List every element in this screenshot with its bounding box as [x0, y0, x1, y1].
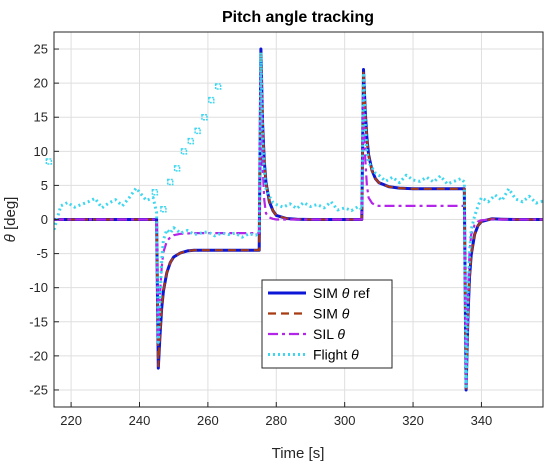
series-line-2: [54, 68, 543, 385]
y-tick-label: -15: [29, 314, 48, 329]
legend-label-prefix: SIM: [313, 285, 342, 301]
x-axis-label: Time [s]: [272, 445, 325, 462]
flight-outlier-point: [194, 127, 201, 135]
x-tick-label: 240: [129, 413, 151, 428]
y-tick-label: 0: [41, 212, 48, 227]
y-tick-label: -5: [36, 246, 48, 261]
y-tick-label: 15: [34, 110, 48, 125]
y-tick-label: 5: [41, 178, 48, 193]
flight-outlier-point: [187, 137, 195, 145]
legend-label-prefix: Flight: [313, 347, 351, 363]
series-layer: [54, 47, 543, 392]
flight-outlier-point: [180, 148, 188, 155]
legend-label-suffix: ref: [349, 285, 369, 301]
series-line-1: [54, 49, 543, 390]
x-tick-label: 300: [334, 413, 356, 428]
flight-outlier-points: [45, 83, 222, 213]
x-tick-label: 260: [197, 413, 219, 428]
flight-outlier-point: [167, 178, 174, 186]
x-tick-label: 320: [402, 413, 424, 428]
y-axis-label-unit: [deg]: [2, 197, 19, 235]
flight-outlier-point: [45, 158, 53, 165]
flight-outlier-point: [208, 96, 215, 104]
legend-label-prefix: SIL: [313, 326, 337, 342]
y-axis-label: θ [deg]: [2, 197, 19, 243]
y-axis-ticks: -25 -20 -15 -10 -5 0 5 10 15 20 25: [29, 42, 59, 397]
legend-label-2: SIL θ: [313, 326, 345, 342]
legend-label-prefix: SIM: [313, 306, 342, 322]
flight-outlier-point: [214, 83, 222, 90]
x-tick-label: 220: [60, 413, 82, 428]
y-axis-label-theta: θ: [2, 234, 19, 242]
y-tick-label: 20: [34, 76, 48, 91]
y-tick-label: -10: [29, 280, 48, 295]
flight-outlier-point: [160, 206, 167, 213]
flight-outlier-point: [173, 165, 181, 172]
legend-label-theta: θ: [342, 285, 350, 301]
legend-label-theta: θ: [342, 306, 350, 322]
y-tick-label: -20: [29, 348, 48, 363]
legend-label-theta: θ: [337, 326, 345, 342]
series-line-3: [54, 51, 543, 388]
chart-title: Pitch angle tracking: [222, 9, 374, 26]
y-tick-label: 10: [34, 144, 48, 159]
x-tick-label: 340: [471, 413, 493, 428]
y-tick-label: 25: [34, 42, 48, 57]
x-tick-label: 280: [265, 413, 287, 428]
flight-outlier-point: [201, 113, 208, 121]
legend-label-0: SIM θ ref: [313, 285, 370, 301]
y-tick-label: -25: [29, 382, 48, 397]
legend-label-1: SIM θ: [313, 306, 350, 322]
legend-label-theta: θ: [351, 347, 359, 363]
flight-outlier-point: [151, 188, 159, 196]
legend-label-3: Flight θ: [313, 347, 359, 363]
x-axis-ticks: 220 240 260 280 300 320 340: [60, 402, 492, 428]
